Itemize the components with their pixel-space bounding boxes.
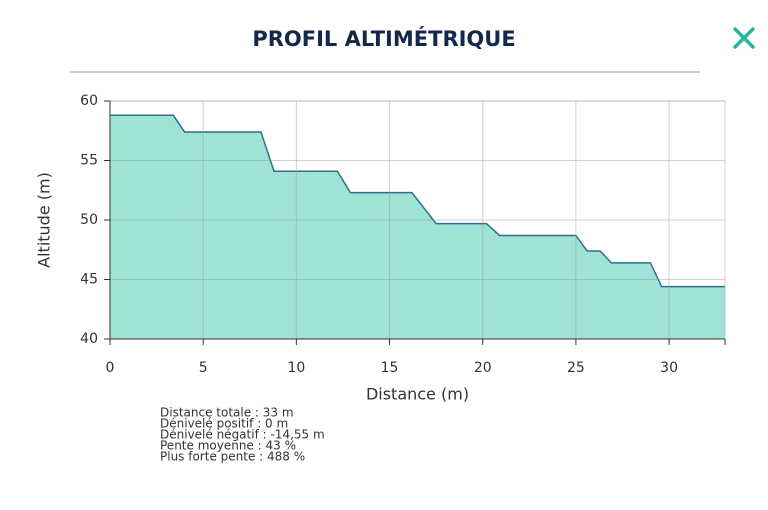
y-axis-label: Altitude (m) — [35, 172, 54, 268]
x-tick-label: 10 — [287, 360, 305, 376]
y-tick-label: 45 — [80, 272, 98, 288]
chart: 40 45 50 55 60 0 5 10 15 20 25 30 Distance (m) Altitu… — [35, 93, 726, 404]
close-button[interactable] — [733, 27, 755, 49]
area-line — [110, 114, 725, 288]
stat-line: Dénivelé positif : 0 m — [160, 417, 288, 431]
x-tick-label: 5 — [199, 360, 208, 376]
stat-line: Dénivelé négatif : -14,55 m — [160, 428, 325, 442]
area-fill — [110, 115, 725, 339]
y-tick-label: 50 — [80, 212, 98, 228]
stat-line: Distance totale : 33 m — [160, 406, 294, 420]
y-tick-label: 60 — [80, 93, 98, 109]
x-tick-label: 0 — [106, 360, 115, 376]
x-tick-label: 20 — [474, 360, 492, 376]
y-tick-label: 40 — [80, 331, 98, 347]
x-tick-label: 30 — [660, 360, 678, 376]
close-icon-stroke — [733, 27, 755, 49]
panel-title: PROFIL ALTIMÉTRIQUE — [252, 26, 515, 51]
x-axis-label: Distance (m) — [366, 385, 469, 404]
x-tick-label: 15 — [381, 360, 399, 376]
x-tick-label: 25 — [567, 360, 585, 376]
y-tick-label: 55 — [80, 153, 98, 169]
stat-line: Pente moyenne : 43 % — [160, 439, 296, 453]
stat-line: Plus forte pente : 488 % — [160, 450, 305, 464]
